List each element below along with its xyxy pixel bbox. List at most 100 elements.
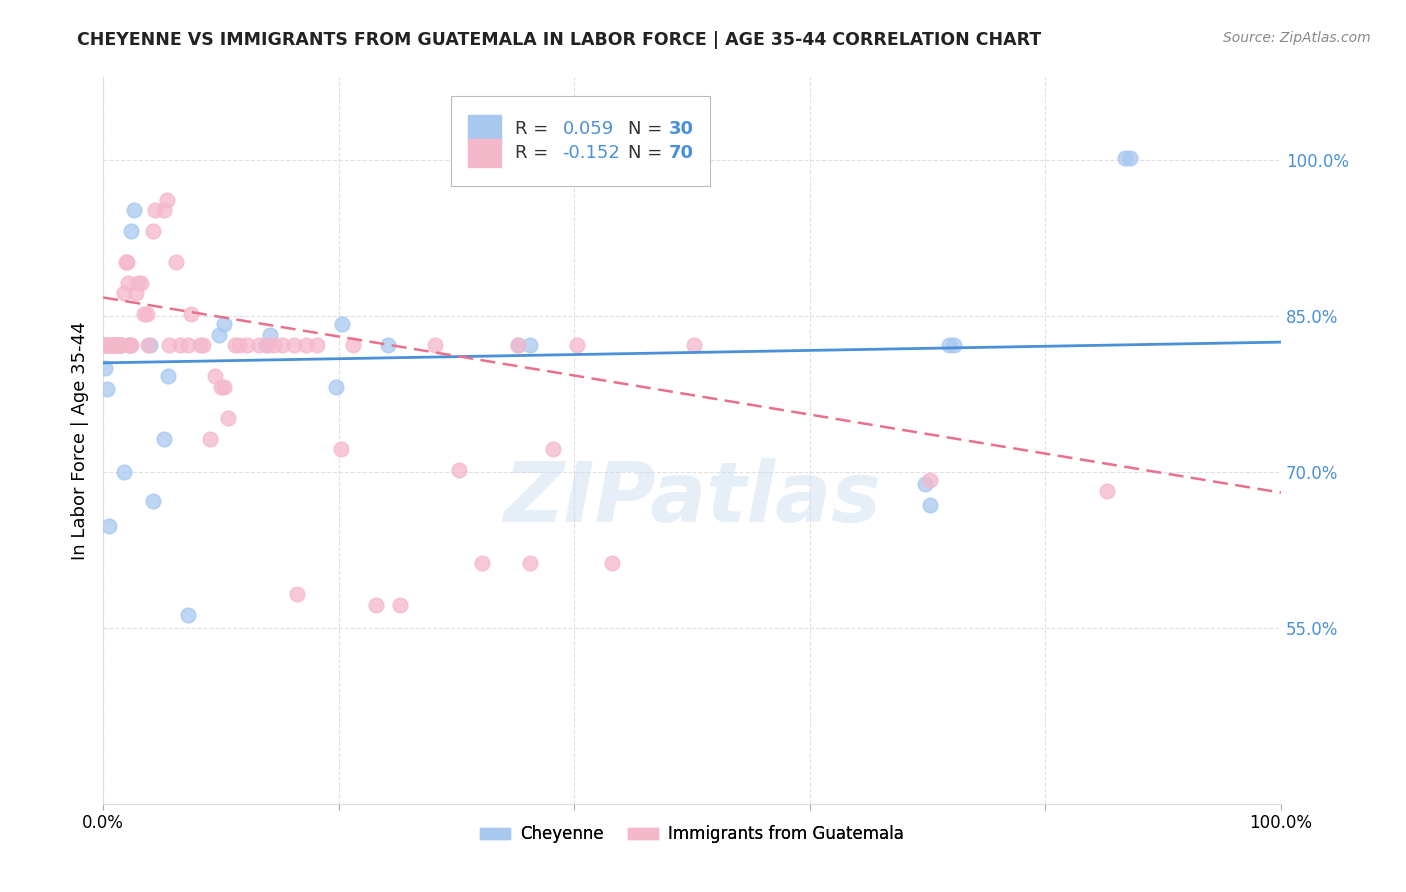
Point [125, 286, 148, 301]
Point [330, 442, 353, 456]
Point [94, 361, 117, 376]
Point [142, 224, 165, 238]
Point [287, 587, 309, 601]
Point [193, 338, 215, 352]
Point [114, 255, 136, 269]
Point [98, 518, 121, 533]
Point [177, 608, 200, 623]
Point [366, 598, 388, 612]
Point [600, 556, 623, 570]
Point [108, 338, 131, 352]
Point [122, 203, 145, 218]
Point [180, 307, 202, 321]
Point [105, 338, 128, 352]
Point [127, 276, 149, 290]
Point [506, 338, 529, 352]
Point [120, 224, 142, 238]
Point [294, 338, 316, 352]
Point [388, 598, 411, 612]
Point [519, 338, 541, 352]
Point [110, 338, 132, 352]
Point [224, 338, 246, 352]
Point [96, 382, 118, 396]
Point [1119, 152, 1142, 166]
Point [118, 338, 141, 352]
Point [214, 318, 236, 332]
Point [342, 338, 364, 352]
Point [100, 338, 122, 352]
Point [188, 338, 211, 352]
Point [247, 338, 270, 352]
Text: N =: N = [628, 144, 668, 162]
Text: 30: 30 [668, 120, 693, 138]
Point [541, 442, 564, 456]
Text: 0.059: 0.059 [562, 120, 614, 138]
Point [169, 338, 191, 352]
Point [307, 338, 329, 352]
Point [271, 338, 294, 352]
Point [97, 338, 120, 352]
Point [165, 255, 187, 269]
Point [447, 463, 470, 477]
Point [134, 307, 156, 321]
Point [120, 338, 142, 352]
Point [1095, 483, 1118, 498]
Point [101, 338, 124, 352]
Point [157, 338, 180, 352]
Point [425, 338, 447, 352]
Point [565, 338, 588, 352]
Point [120, 338, 142, 352]
Point [104, 338, 127, 352]
Point [257, 338, 280, 352]
FancyBboxPatch shape [450, 95, 710, 186]
Point [94, 338, 117, 352]
Point [139, 338, 162, 352]
Text: 70: 70 [668, 144, 693, 162]
Text: ZIPatlas: ZIPatlas [503, 458, 882, 540]
Point [942, 338, 965, 352]
Point [118, 338, 141, 352]
Bar [468, 115, 501, 143]
Text: Source: ZipAtlas.com: Source: ZipAtlas.com [1223, 31, 1371, 45]
Point [142, 494, 165, 508]
Point [112, 465, 135, 479]
Point [918, 498, 941, 512]
Point [209, 380, 232, 394]
Point [263, 338, 285, 352]
Point [1114, 152, 1136, 166]
Point [143, 203, 166, 218]
Point [683, 338, 706, 352]
Point [204, 369, 226, 384]
Point [236, 338, 259, 352]
Point [110, 338, 132, 352]
Point [105, 338, 128, 352]
Bar [468, 139, 501, 167]
Point [112, 286, 135, 301]
Point [377, 338, 399, 352]
Point [107, 338, 129, 352]
Text: -0.152: -0.152 [562, 144, 620, 162]
Point [103, 338, 125, 352]
Point [98, 338, 121, 352]
Point [96, 338, 118, 352]
Point [135, 307, 157, 321]
Point [228, 338, 250, 352]
Point [156, 193, 179, 207]
Point [115, 255, 138, 269]
Text: CHEYENNE VS IMMIGRANTS FROM GUATEMALA IN LABOR FORCE | AGE 35-44 CORRELATION CHA: CHEYENNE VS IMMIGRANTS FROM GUATEMALA IN… [77, 31, 1042, 49]
Point [325, 380, 347, 394]
Point [177, 338, 200, 352]
Legend: Cheyenne, Immigrants from Guatemala: Cheyenne, Immigrants from Guatemala [474, 819, 911, 850]
Point [207, 327, 229, 342]
Point [506, 338, 529, 352]
Point [153, 203, 176, 218]
Point [330, 318, 353, 332]
Point [93, 338, 115, 352]
Point [214, 380, 236, 394]
Point [129, 276, 152, 290]
Point [918, 473, 941, 487]
Point [136, 338, 159, 352]
Point [156, 369, 179, 384]
Text: R =: R = [516, 120, 554, 138]
Point [519, 556, 541, 570]
